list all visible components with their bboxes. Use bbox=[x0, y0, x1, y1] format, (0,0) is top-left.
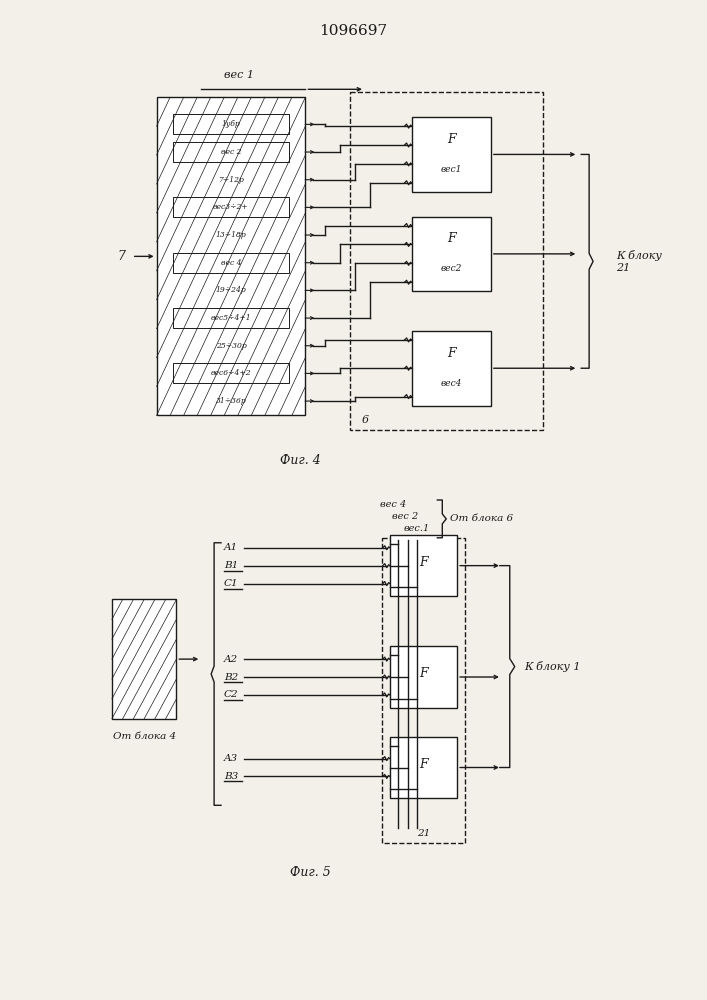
Text: 25÷30р: 25÷30р bbox=[216, 342, 246, 350]
Text: Фиг. 4: Фиг. 4 bbox=[280, 454, 321, 467]
Bar bbox=[411, 117, 491, 192]
Text: вес 4: вес 4 bbox=[380, 500, 406, 509]
Text: C2: C2 bbox=[224, 690, 239, 699]
Text: Фиг. 5: Фиг. 5 bbox=[290, 866, 331, 879]
Bar bbox=[112, 599, 177, 719]
Bar bbox=[350, 92, 544, 430]
Text: 19÷24р: 19÷24р bbox=[216, 286, 246, 294]
Bar bbox=[411, 331, 491, 406]
Text: B3: B3 bbox=[224, 772, 238, 781]
Text: 13÷18р: 13÷18р bbox=[216, 231, 246, 239]
Text: A1: A1 bbox=[224, 543, 238, 552]
Bar bbox=[390, 646, 457, 708]
Text: F: F bbox=[419, 667, 428, 680]
Bar bbox=[173, 308, 289, 328]
Text: К блоку 1: К блоку 1 bbox=[525, 661, 581, 672]
Bar bbox=[382, 538, 465, 843]
Text: вес 2: вес 2 bbox=[221, 148, 241, 156]
Text: F: F bbox=[419, 556, 428, 569]
Text: 7÷12р: 7÷12р bbox=[218, 176, 244, 184]
Text: 7: 7 bbox=[118, 250, 126, 263]
Text: F: F bbox=[447, 232, 455, 245]
Text: C1: C1 bbox=[224, 579, 239, 588]
Bar bbox=[156, 97, 305, 415]
Text: вес1: вес1 bbox=[440, 165, 462, 174]
Text: 21: 21 bbox=[417, 829, 430, 838]
Text: F: F bbox=[447, 133, 455, 146]
Text: 1убр: 1убр bbox=[221, 120, 240, 128]
Text: A3: A3 bbox=[224, 754, 238, 763]
Text: вес.1: вес.1 bbox=[404, 524, 430, 533]
Text: 31÷36р: 31÷36р bbox=[216, 397, 246, 405]
Text: B1: B1 bbox=[224, 561, 238, 570]
Text: A2: A2 bbox=[224, 655, 238, 664]
Text: вес2: вес2 bbox=[440, 264, 462, 273]
Bar bbox=[390, 737, 457, 798]
Text: 1096697: 1096697 bbox=[319, 24, 387, 38]
Text: вес 2: вес 2 bbox=[392, 512, 418, 521]
Text: 6: 6 bbox=[362, 415, 369, 425]
Text: вес 1: вес 1 bbox=[223, 70, 254, 80]
Bar bbox=[173, 197, 289, 217]
Bar bbox=[411, 217, 491, 291]
Bar bbox=[390, 535, 457, 596]
Bar bbox=[173, 114, 289, 134]
Bar bbox=[173, 142, 289, 162]
Text: вес 4: вес 4 bbox=[221, 259, 241, 267]
Text: вес3÷2+: вес3÷2+ bbox=[213, 203, 249, 211]
Text: вес5÷4+1: вес5÷4+1 bbox=[211, 314, 251, 322]
Text: К блоку
21: К блоку 21 bbox=[616, 250, 662, 273]
Text: B2: B2 bbox=[224, 673, 238, 682]
Text: F: F bbox=[447, 347, 455, 360]
Text: F: F bbox=[419, 758, 428, 771]
Text: От блока 4: От блока 4 bbox=[112, 732, 176, 741]
Text: От блока 6: От блока 6 bbox=[450, 514, 513, 523]
Bar bbox=[173, 363, 289, 383]
Bar bbox=[173, 253, 289, 273]
Text: вес4: вес4 bbox=[440, 379, 462, 388]
Text: вес6÷4+2: вес6÷4+2 bbox=[211, 369, 251, 377]
